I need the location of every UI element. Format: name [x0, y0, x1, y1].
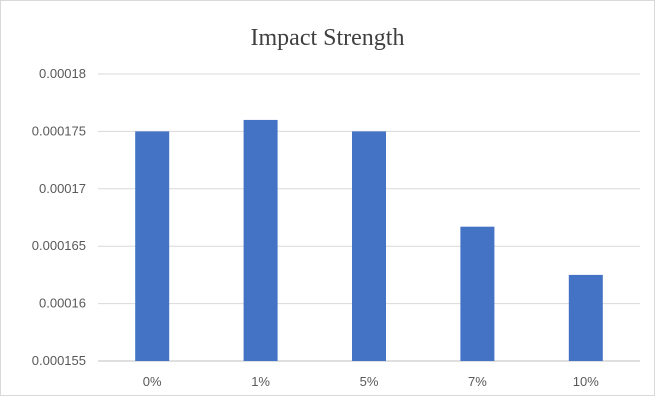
y-tick-label: 0.000165: [32, 238, 86, 253]
chart-title: Impact Strength: [250, 25, 405, 51]
x-tick-label: 5%: [360, 374, 379, 389]
bar-0pct: [135, 131, 170, 361]
x-tick-labels: 0% 1% 5% 7% 10%: [143, 374, 599, 389]
x-tick-label: 0%: [143, 374, 162, 389]
bar-5pct: [352, 131, 386, 361]
bars: [135, 119, 603, 361]
bar-10pct: [568, 274, 603, 361]
bar-7pct: [460, 226, 495, 361]
y-tick-label: 0.00016: [39, 296, 86, 311]
y-tick-label: 0.00017: [39, 181, 86, 196]
y-tick-label: 0.000155: [32, 353, 86, 368]
y-tick-label: 0.000175: [32, 123, 86, 138]
y-tick-label: 0.00018: [39, 66, 86, 81]
x-tick-label: 10%: [573, 374, 599, 389]
x-tick-label: 7%: [468, 374, 487, 389]
x-tick-label: 1%: [251, 374, 270, 389]
y-tick-labels: 0.000155 0.00016 0.000165 0.00017 0.000175 0.…: [32, 66, 86, 368]
bar-1pct: [243, 119, 278, 361]
